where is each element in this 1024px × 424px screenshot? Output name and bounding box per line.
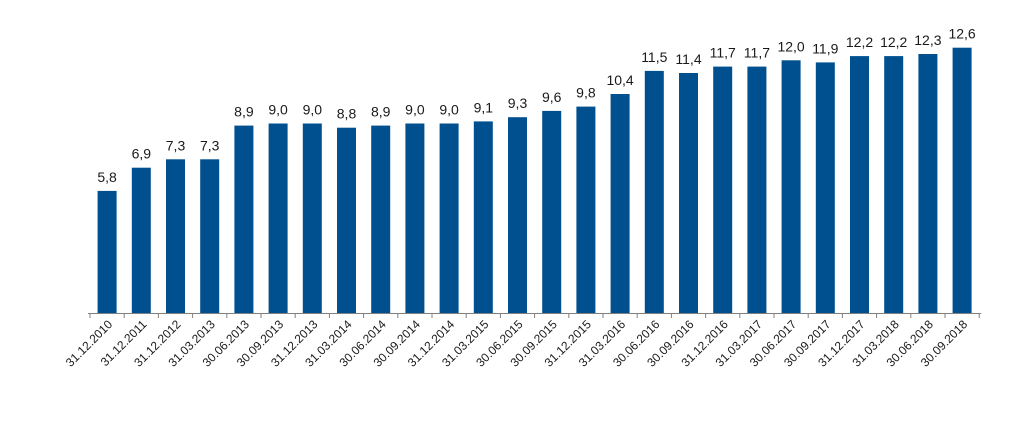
bar-30.09.2014: [405, 123, 425, 313]
value-label-group: 5,8 6,9 7,3 7,3 8,9 9,0 9,0 8,8 8,9 9,0 9,0 9,1 9,3 9…: [97, 26, 976, 185]
bar-30.06.2015: [508, 117, 527, 313]
bar-30.09.2015: [542, 110, 562, 314]
bar-31.12.2017: [850, 56, 869, 313]
value-label-30.09.2014: 9,0: [405, 102, 425, 118]
bar-31.12.2010: [97, 190, 117, 313]
value-label-30.06.2017: 12,0: [777, 38, 804, 54]
bar-31.03.2018: [884, 56, 904, 313]
value-label-30.09.2015: 9,6: [542, 89, 562, 105]
value-label-30.06.2016: 11,5: [641, 49, 667, 65]
bar-31.03.2014: [337, 127, 356, 313]
bar-31.12.2011: [131, 167, 151, 313]
value-label-31.12.2014: 9,0: [439, 102, 459, 118]
bar-31.03.2017: [747, 66, 767, 313]
bar-30.06.2013: [234, 125, 254, 313]
value-label-30.09.2017: 11,9: [812, 40, 838, 56]
bar-31.12.2016: [713, 66, 733, 313]
bar-31.03.2016: [610, 94, 630, 313]
bar-30.06.2016: [644, 70, 664, 314]
value-label-30.06.2015: 9,3: [508, 95, 528, 111]
value-label-31.12.2015: 9,8: [576, 85, 596, 101]
bar-30.09.2013: [268, 123, 288, 313]
bar-31.12.2012: [166, 159, 185, 313]
bar-30.06.2017: [781, 60, 801, 313]
bar-group: [97, 47, 972, 314]
bar-31.03.2013: [200, 159, 220, 313]
bar-30.09.2018: [952, 47, 972, 313]
value-label-31.12.2012: 7,3: [166, 137, 186, 153]
value-label-31.03.2014: 8,8: [337, 106, 357, 122]
value-label-30.09.2013: 9,0: [268, 102, 288, 118]
value-label-31.03.2018: 12,2: [880, 34, 907, 50]
x-tick-group: [89, 313, 980, 318]
value-label-31.12.2016: 11,7: [710, 45, 736, 61]
bar-31.12.2013: [302, 123, 322, 313]
x-tick-label-group: 31.12.201031.12.201131.12.201231.03.2013…: [63, 317, 971, 370]
value-label-31.12.2017: 12,2: [846, 34, 873, 50]
value-label-31.12.2011: 6,9: [132, 146, 152, 162]
value-label-30.06.2013: 8,9: [234, 104, 254, 120]
bar-31.12.2015: [576, 106, 596, 313]
value-label-31.03.2015: 9,1: [474, 99, 494, 115]
bar-30.09.2016: [679, 73, 698, 313]
bar-31.03.2015: [473, 121, 493, 314]
value-label-31.03.2017: 11,7: [744, 45, 770, 61]
value-label-31.12.2010: 5,8: [97, 169, 117, 185]
value-label-30.06.2018: 12,3: [914, 32, 941, 48]
value-label-30.09.2016: 11,4: [675, 51, 701, 67]
value-label-30.09.2018: 12,6: [948, 26, 975, 42]
value-label-31.12.2013: 9,0: [303, 102, 323, 118]
value-label-31.03.2016: 10,4: [606, 72, 633, 88]
bar-31.12.2014: [439, 123, 459, 313]
bar-30.06.2014: [371, 125, 391, 313]
value-label-31.03.2013: 7,3: [200, 137, 220, 153]
bar-30.06.2018: [918, 54, 938, 313]
bar-30.09.2017: [815, 62, 835, 314]
value-label-30.06.2014: 8,9: [371, 104, 391, 120]
